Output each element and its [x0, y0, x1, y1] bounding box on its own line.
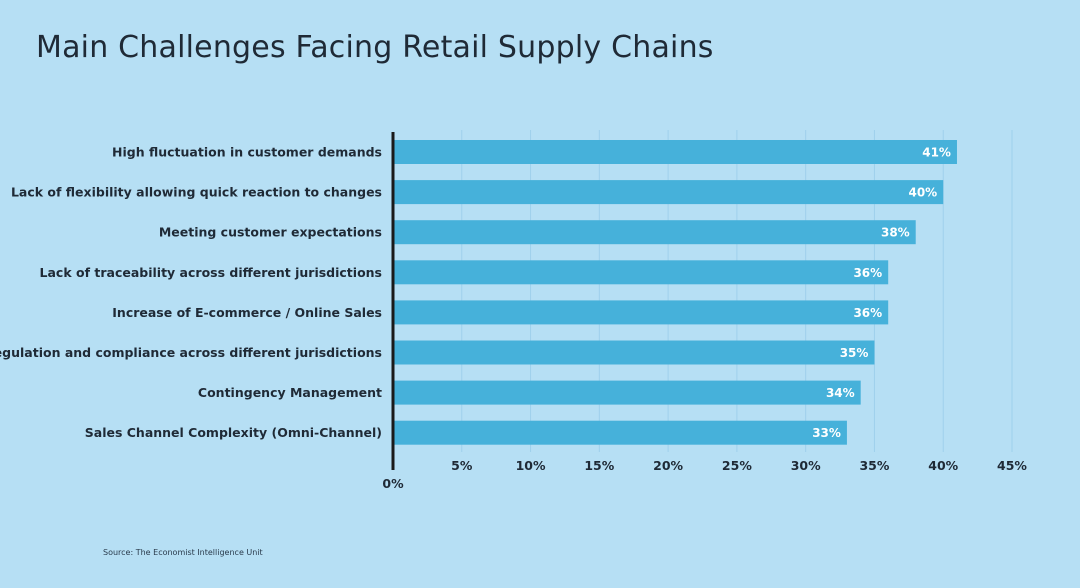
source-note: Source: The Economist Intelligence Unit: [103, 548, 263, 557]
bar-6: [393, 380, 861, 405]
category-label-3: Lack of traceability across different ju…: [40, 265, 382, 280]
bar-2: [393, 220, 916, 245]
category-label-5: Regulation and compliance across differe…: [0, 345, 382, 360]
chart-title: Main Challenges Facing Retail Supply Cha…: [36, 30, 714, 65]
value-label-7: 33%: [812, 426, 841, 440]
category-label-2: Meeting customer expectations: [159, 225, 382, 240]
x-axis-ticks: 0% 5% 10% 15% 20% 25% 30% 35% 40% 45%: [382, 458, 1027, 491]
x-tick-label-30: 30%: [791, 458, 821, 473]
x-tick-label-10: 10%: [516, 458, 546, 473]
value-label-6: 34%: [826, 386, 855, 400]
bar-3: [393, 260, 889, 285]
value-label-1: 40%: [908, 186, 937, 200]
category-label-7: Sales Channel Complexity (Omni-Channel): [85, 425, 382, 440]
x-tick-label-45: 45%: [997, 458, 1027, 473]
x-tick-label-40: 40%: [928, 458, 958, 473]
category-label-0: High fluctuation in customer demands: [112, 145, 382, 160]
bar-1: [393, 180, 944, 205]
x-tick-label-25: 25%: [722, 458, 752, 473]
category-label-4: Increase of E-commerce / Online Sales: [112, 305, 382, 320]
bar-7: [393, 420, 847, 445]
value-labels: 41% 40% 38% 36% 36% 35% 34% 33%: [812, 146, 951, 441]
x-tick-label-15: 15%: [584, 458, 614, 473]
value-label-4: 36%: [853, 306, 882, 320]
x-tick-label-20: 20%: [653, 458, 683, 473]
bar-0: [393, 140, 957, 164]
value-label-3: 36%: [853, 266, 882, 280]
value-label-0: 41%: [922, 146, 951, 160]
x-tick-label-35: 35%: [859, 458, 889, 473]
bar-4: [393, 300, 889, 325]
value-label-5: 35%: [840, 346, 869, 360]
x-tick-label-5: 5%: [451, 458, 473, 473]
category-label-1: Lack of flexibility allowing quick react…: [11, 185, 382, 200]
value-label-2: 38%: [881, 226, 910, 240]
x-tick-label-0: 0%: [382, 476, 404, 491]
bars: [393, 140, 957, 445]
category-labels: High fluctuation in customer demands Lack…: [0, 145, 382, 441]
category-label-6: Contingency Management: [198, 385, 382, 400]
bar-5: [393, 340, 875, 365]
